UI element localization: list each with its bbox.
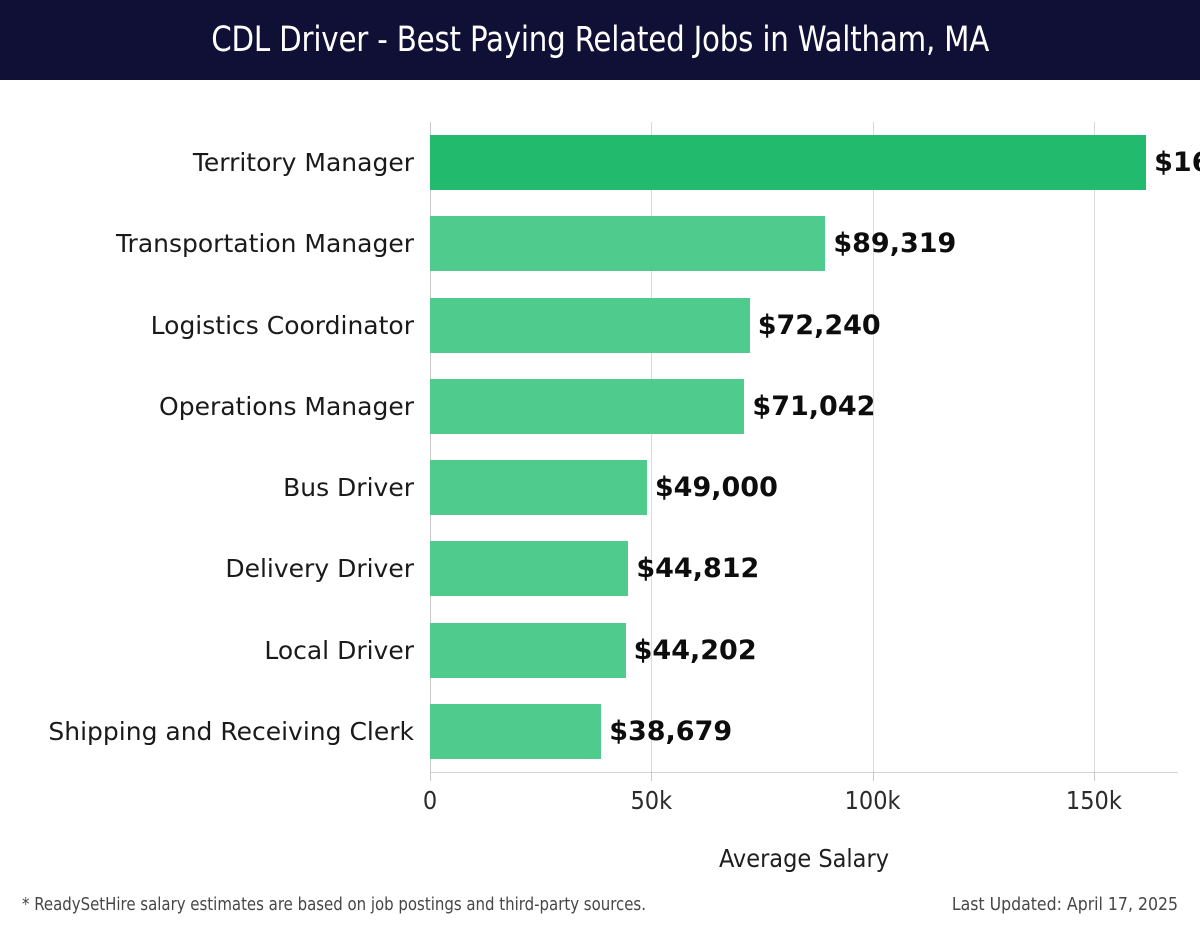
chart-header-band: CDL Driver - Best Paying Related Jobs in… [0, 0, 1200, 80]
x-tick-mark-100k [872, 772, 874, 781]
bar-value-label: $44,202 [633, 634, 757, 666]
bar-row: Local Driver $44,202 [264, 610, 1178, 691]
bar-value-label: $71,042 [752, 390, 876, 422]
bar-row: Bus Driver $49,000 [283, 447, 1178, 528]
bar [430, 622, 626, 678]
x-tick-label-150k: 150k [1065, 786, 1122, 815]
bar-row: Logistics Coordinator $72,240 [151, 285, 1178, 366]
bar-value-label: $72,240 [757, 309, 881, 341]
x-axis-label: Average Salary [719, 844, 889, 873]
bar [430, 135, 1147, 190]
x-tick-mark-0 [430, 772, 431, 781]
x-tick-label-100k: 100k [844, 786, 901, 815]
x-axis-line [430, 772, 1178, 773]
bar [430, 703, 602, 759]
category-label: Operations Manager [159, 391, 414, 421]
category-label: Logistics Coordinator [150, 310, 414, 340]
category-label: Bus Driver [283, 473, 414, 502]
bar [430, 216, 826, 272]
x-tick-label-0: 0 [422, 786, 438, 815]
category-label: Territory Manager [192, 148, 414, 177]
category-label: Delivery Driver [225, 554, 414, 584]
gridline-100k [872, 122, 874, 772]
bar-row: Delivery Driver $44,812 [225, 528, 1178, 609]
footnote-text: * ReadySetHire salary estimates are base… [22, 895, 646, 915]
chart-canvas: 0 50k 100k 150k Territory Manager $161,800 Tr… [0, 80, 1200, 873]
bar-row: Operations Manager $71,042 [159, 366, 1178, 447]
x-tick-mark-150k [1093, 772, 1095, 781]
bar-value-label: $49,000 [654, 472, 778, 503]
bar-value-label: $89,319 [833, 228, 957, 260]
bar-row: Shipping and Receiving Clerk $38,679 [48, 691, 1178, 772]
category-label: Transportation Manager [115, 229, 414, 259]
category-label: Shipping and Receiving Clerk [48, 716, 414, 746]
bar-value-label: $44,812 [636, 553, 760, 585]
footer: * ReadySetHire salary estimates are base… [0, 895, 1200, 940]
gridline-50k [651, 122, 653, 772]
x-tick-label-50k: 50k [630, 786, 673, 815]
bar-row: Territory Manager $161,800 [193, 122, 1200, 203]
plot-area: 0 50k 100k 150k Territory Manager $161,800 Tr… [48, 122, 1200, 873]
bar [430, 297, 750, 353]
last-updated-text: Last Updated: April 17, 2025 [951, 895, 1178, 915]
bar [430, 541, 629, 597]
gridline-150k [1093, 122, 1095, 772]
bar [430, 378, 745, 434]
bar-value-label: $161,800 [1154, 147, 1200, 178]
bar-row: Transportation Manager $89,319 [116, 203, 1178, 284]
category-label: Local Driver [264, 635, 414, 665]
bar-value-label: $38,679 [609, 715, 733, 747]
x-tick-mark-50k [651, 772, 653, 781]
gridline-0 [430, 122, 431, 772]
page-title: CDL Driver - Best Paying Related Jobs in… [211, 20, 989, 60]
bar [430, 460, 647, 515]
